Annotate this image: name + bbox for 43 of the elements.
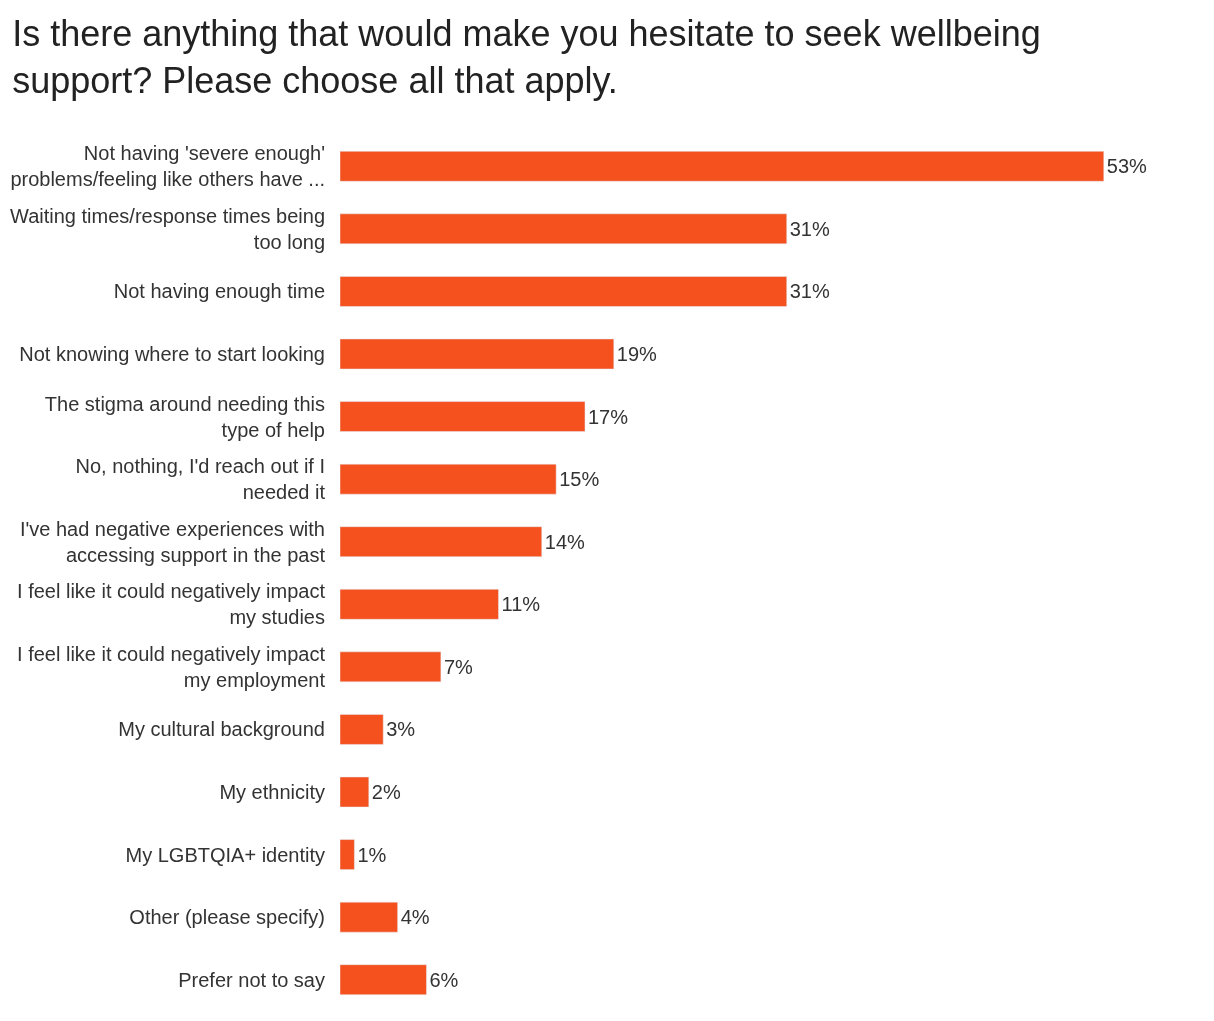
data-label: 31% bbox=[789, 280, 830, 303]
y-tick-label: I feel like it could negatively impact my employment bbox=[17, 642, 326, 691]
bar bbox=[340, 401, 586, 432]
data-label: 19% bbox=[616, 343, 658, 365]
chart-title: Is there anything that would make you hesitate to seek wellbeing support? Please choose all that apply. bbox=[12, 12, 1041, 101]
bar bbox=[340, 839, 355, 870]
data-label: 11% bbox=[501, 593, 541, 616]
y-tick-label: Not having 'severe enough' problems/feeling like others have ... bbox=[10, 142, 325, 191]
data-label: 6% bbox=[429, 968, 459, 991]
y-tick-label: My LGBTQIA+ identity bbox=[125, 843, 325, 866]
data-label: 7% bbox=[443, 655, 473, 678]
data-label: 17% bbox=[587, 405, 629, 428]
bar bbox=[340, 714, 384, 745]
data-label: 53% bbox=[1106, 155, 1148, 178]
data-label: 2% bbox=[371, 781, 401, 803]
data-label: 31% bbox=[789, 217, 830, 240]
y-tick-label: Not knowing where to start looking bbox=[19, 343, 325, 365]
y-tick-label: Prefer not to say bbox=[178, 968, 325, 991]
y-tick-label: Waiting times/response times being too long bbox=[10, 204, 325, 253]
data-label: 15% bbox=[559, 468, 600, 491]
bar bbox=[340, 964, 427, 995]
bar bbox=[340, 151, 1105, 182]
y-tick-label: Not having enough time bbox=[113, 280, 325, 303]
y-tick-label: The stigma around needing this type of help bbox=[44, 392, 325, 441]
bar bbox=[340, 276, 787, 307]
bar bbox=[340, 589, 499, 620]
y-tick-label: I feel like it could negatively impact my studies bbox=[17, 580, 326, 629]
y-tick-label: No, nothing, I'd reach out if I needed it bbox=[75, 455, 326, 504]
data-label: 1% bbox=[357, 843, 387, 866]
bar bbox=[340, 338, 615, 370]
y-tick-label: My ethnicity bbox=[219, 781, 325, 803]
bar bbox=[340, 651, 442, 683]
bar bbox=[340, 213, 787, 245]
data-label: 14% bbox=[544, 530, 586, 553]
bar bbox=[340, 463, 557, 495]
bar bbox=[340, 901, 398, 933]
y-tick-label: My cultural background bbox=[118, 718, 325, 741]
y-tick-label: Other (please specify) bbox=[129, 906, 325, 929]
bar bbox=[340, 776, 370, 808]
bar bbox=[340, 526, 543, 557]
data-label: 3% bbox=[386, 718, 416, 741]
data-label: 4% bbox=[400, 906, 430, 929]
y-tick-label: I've had negative experiences with accessing support in the past bbox=[19, 517, 326, 566]
